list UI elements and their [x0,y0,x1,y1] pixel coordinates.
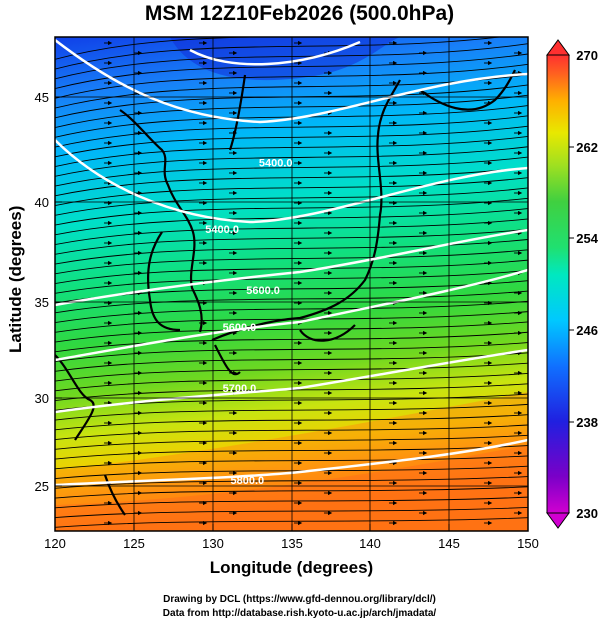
contour-label: 5400.0 [205,224,239,236]
streamline [55,445,528,460]
colorbar-bottom-triangle [546,512,570,529]
colorbar-tick-label: 230 [576,506,598,521]
warm-region [55,392,528,531]
streamline [55,311,528,333]
streamline [55,218,528,246]
streamline [55,486,528,499]
streamline [55,321,528,343]
streamline [55,424,528,441]
streamline [55,342,528,363]
credit-drawing: Drawing by DCL (https://www.gfd-dennou.o… [163,594,436,605]
contour-label: 5600.0 [246,285,280,297]
x-tick-label: 120 [44,536,66,551]
streamline [55,269,528,294]
x-tick-label: 140 [359,536,381,551]
colorbar-tick-label: 254 [576,231,598,246]
streamline [55,403,528,421]
streamline [55,496,528,509]
streamline [55,105,528,138]
streamline [55,187,528,216]
streamline [55,166,528,197]
x-tick-label: 130 [202,536,224,551]
streamline [55,53,528,90]
colorbar-tick-label: 270 [576,48,598,63]
streamlines [55,37,528,528]
y-axis-label: Latitude (degrees) [6,205,25,353]
x-tick-label: 150 [517,536,539,551]
streamline [55,146,528,177]
streamline [55,465,528,480]
contour-label: 5800.0 [231,475,265,487]
streamline [55,300,528,324]
x-tick-label: 145 [438,536,460,551]
streamline [55,331,528,353]
streamline [55,352,528,372]
warm-region-core [55,445,528,531]
streamline [55,63,528,99]
y-tick-label: 25 [35,479,49,494]
streamline [55,177,528,207]
colorbar-tick-label: 262 [576,140,598,155]
streamline [55,43,528,80]
streamline [55,239,528,265]
contour-label: 5600.0 [223,322,257,334]
x-tick-label: 125 [123,536,145,551]
colorbar-tick-label: 238 [576,415,598,430]
y-tick-label: 45 [35,90,49,105]
credit-data: Data from http://database.rish.kyoto-u.a… [162,608,437,619]
streamline [55,362,528,382]
coastlines [55,69,516,516]
streamline [55,156,528,187]
colorbar: 270 262 254 246 238 230 [546,39,599,529]
streamline [55,506,528,519]
streamline [55,228,528,255]
streamline [55,290,528,314]
streamline [55,135,528,168]
y-tick-label: 40 [35,195,49,210]
map-title: MSM 12Z10Feb2026 (500.0hPa) [144,2,455,25]
x-axis: 120 125 130 135 140 145 150 [44,524,539,551]
streamline [55,125,528,158]
streamline [55,414,528,431]
colorbar-bar [546,54,570,514]
colorbar-top-triangle [546,39,570,56]
height-contours [55,39,528,487]
streamline [55,94,528,129]
x-axis-label: Longitude (degrees) [209,558,374,577]
y-tick-label: 30 [35,391,49,406]
streamline [55,372,528,392]
streamline [55,249,528,275]
streamline [55,208,528,236]
streamline [55,37,274,60]
contour-label: 5400.0 [259,157,293,169]
streamline [55,37,504,70]
streamline [55,455,528,470]
contour-label: 5700.0 [223,383,257,395]
y-tick-label: 35 [35,295,49,310]
y-axis: 25 30 35 40 45 [35,90,62,494]
colorbar-tick-label: 246 [576,323,598,338]
streamline [55,259,528,285]
streamline [55,517,528,528]
streamline [55,197,528,226]
x-tick-label: 135 [281,536,303,551]
grid-lines [55,37,528,531]
streamline [55,115,528,148]
streamline [55,434,528,450]
contour-labels: 5400.0 5400.0 5600.0 5600.0 5700.0 5800.0 [205,157,292,487]
